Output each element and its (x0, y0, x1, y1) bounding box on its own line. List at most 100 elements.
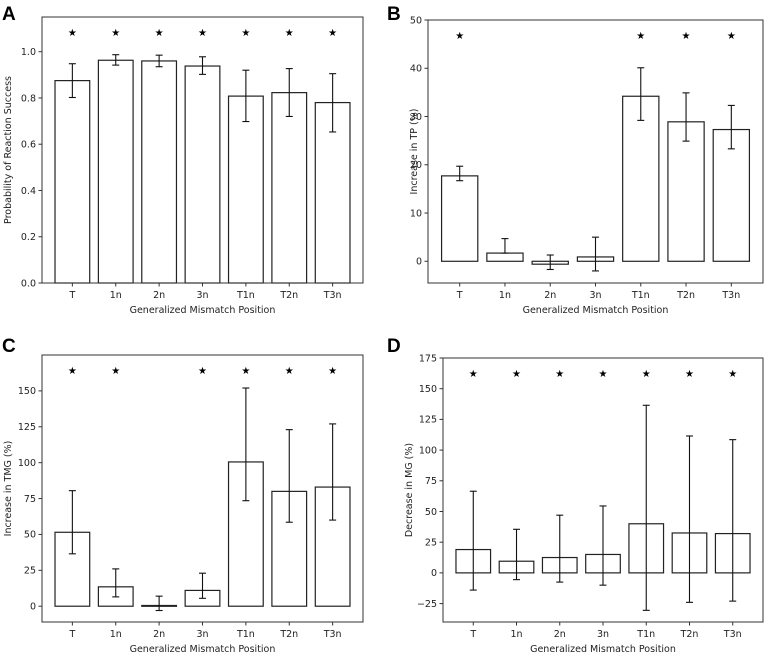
x-tick-label: T3n (723, 629, 742, 640)
significance-star-t2n: ★ (285, 366, 294, 377)
significance-star-1n: ★ (111, 28, 120, 39)
significance-star-2n: ★ (155, 28, 164, 39)
bar-t2n (667, 121, 705, 262)
error-bar-t (68, 63, 76, 99)
panel-letter: B (387, 4, 401, 25)
bar-3n (184, 65, 221, 284)
x-tick-label: T (68, 290, 75, 301)
significance-star-1n: ★ (111, 366, 120, 377)
error-bar-2n (155, 54, 163, 68)
y-tick-label: 100 (18, 458, 36, 469)
error-bar-t1n (637, 67, 645, 121)
x-tick-label: T (469, 629, 476, 640)
error-bar-t (68, 490, 76, 555)
error-bar-1n (513, 528, 521, 581)
x-tick-label: T2n (279, 290, 298, 301)
error-bar-3n (199, 572, 206, 599)
bar-t2n (271, 92, 308, 284)
error-bar-2n (155, 595, 163, 612)
x-tick-label: 1n (110, 290, 122, 301)
y-axis-label: Increase in TMG (%) (3, 441, 14, 537)
x-tick-label: 2n (153, 629, 165, 640)
y-tick-label: 150 (419, 384, 437, 395)
x-tick-label: T1n (631, 290, 650, 301)
bar-t1n (622, 95, 660, 262)
y-tick-label: 75 (24, 494, 36, 505)
x-tick-label: 1n (499, 290, 511, 301)
y-tick-label: 175 (419, 353, 437, 364)
panel-letter: A (2, 4, 16, 25)
significance-star-t1n: ★ (241, 28, 250, 39)
x-tick-label: T1n (636, 629, 655, 640)
x-tick-label: 2n (153, 290, 165, 301)
y-tick-label: 0.0 (21, 278, 36, 289)
x-tick-label: 1n (510, 629, 522, 640)
significance-star-t3n: ★ (328, 28, 337, 39)
error-bar-t3n (727, 104, 735, 150)
significance-star-t: ★ (469, 369, 478, 380)
bar-t (54, 80, 91, 284)
y-axis-label: Probability of Reaction Success (3, 76, 14, 224)
y-tick-label: 150 (18, 386, 36, 397)
significance-star-t3n: ★ (728, 369, 737, 380)
error-bar-t (469, 490, 477, 591)
y-tick-label: 20 (410, 160, 422, 171)
y-tick-label: 40 (410, 64, 422, 75)
significance-star-t1n: ★ (241, 366, 250, 377)
significance-star-t2n: ★ (685, 369, 694, 380)
panel-a: A★ ★ ★ ★ ★ ★ ★0.00.20.40.60.81.0T 1n 2n 3n T1n T2n T… (2, 4, 364, 316)
error-bar-3n (199, 56, 206, 75)
error-bar-t2n (682, 92, 690, 142)
significance-star-3n: ★ (198, 28, 207, 39)
significance-star-t: ★ (68, 28, 77, 39)
y-tick-label: 0.8 (21, 93, 36, 104)
error-bar-2n (556, 514, 564, 583)
error-bar-t1n (242, 69, 250, 123)
y-tick-label: 100 (419, 445, 437, 456)
x-tick-label: 2n (544, 290, 556, 301)
error-bar-t2n (685, 435, 693, 603)
significance-star-3n: ★ (198, 366, 207, 377)
y-tick-label: 0.4 (21, 186, 36, 197)
x-tick-label: T (456, 290, 463, 301)
significance-star-3n: ★ (599, 369, 608, 380)
x-tick-label: 1n (110, 629, 122, 640)
bar-2n (141, 60, 178, 284)
significance-star-t1n: ★ (642, 369, 651, 380)
panel-letter: C (2, 336, 16, 357)
y-tick-label: 0.2 (21, 232, 36, 243)
x-tick-label: 2n (554, 629, 566, 640)
y-tick-label: 50 (425, 507, 437, 518)
significance-star-t: ★ (455, 31, 464, 42)
y-axis-label: Decrease in MG (%) (404, 443, 415, 537)
y-tick-label: 0.6 (21, 140, 36, 151)
bar-t3n (314, 101, 351, 284)
significance-star-t3n: ★ (328, 366, 337, 377)
x-tick-label: 3n (597, 629, 609, 640)
y-tick-label: 50 (410, 15, 422, 26)
x-axis-label: Generalized Mismatch Position (130, 305, 276, 316)
y-tick-label: 25 (425, 537, 437, 548)
bar-t1n (227, 95, 264, 284)
error-bar-3n (599, 505, 607, 586)
x-tick-label: T2n (680, 629, 699, 640)
y-tick-label: 10 (410, 208, 422, 219)
error-bar-t (456, 165, 464, 182)
significance-star-t1n: ★ (636, 31, 645, 42)
significance-star-t2n: ★ (682, 31, 691, 42)
bar-1n (486, 252, 524, 262)
x-tick-label: 3n (589, 290, 601, 301)
y-tick-label: 75 (425, 476, 437, 487)
x-tick-label: T2n (279, 629, 298, 640)
error-bar-t3n (329, 423, 337, 521)
significance-star-2n: ★ (555, 369, 564, 380)
y-tick-label: 125 (18, 422, 36, 433)
x-axis-label: Generalized Mismatch Position (530, 644, 676, 653)
x-tick-label: T3n (721, 290, 740, 301)
error-bar-t2n (285, 68, 293, 118)
significance-star-t3n: ★ (727, 31, 736, 42)
y-tick-label: 25 (24, 566, 36, 577)
